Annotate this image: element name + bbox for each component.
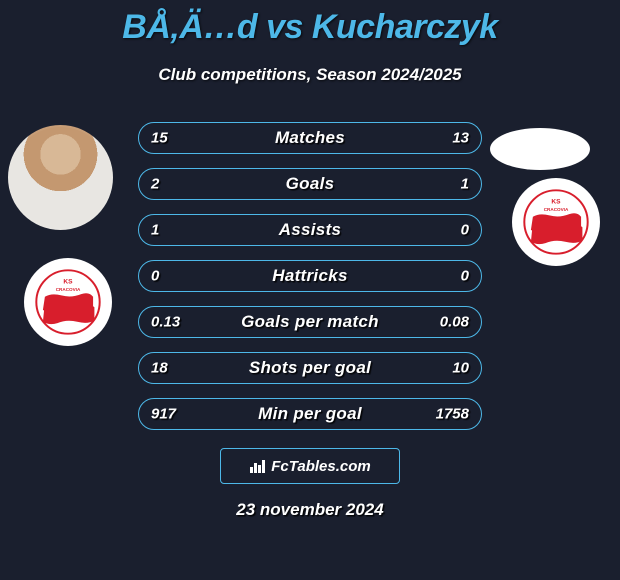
stat-right-value: 13	[452, 130, 469, 147]
stat-left-value: 1	[151, 222, 159, 239]
stat-label: Min per goal	[258, 404, 362, 424]
stat-label: Matches	[275, 128, 345, 148]
stat-right-value: 0	[461, 268, 469, 285]
stat-row-assists: 1 Assists 0	[138, 214, 482, 246]
stat-label: Assists	[279, 220, 342, 240]
stat-row-matches: 15 Matches 13	[138, 122, 482, 154]
stat-row-goals-per-match: 0.13 Goals per match 0.08	[138, 306, 482, 338]
player-right-avatar	[490, 128, 590, 170]
date-label: 23 november 2024	[0, 500, 620, 520]
stat-row-hattricks: 0 Hattricks 0	[138, 260, 482, 292]
stat-left-value: 0.13	[151, 314, 180, 331]
stat-right-value: 0.08	[440, 314, 469, 331]
club-badge-left: KS CRACOVIA	[24, 258, 112, 346]
stat-label: Shots per goal	[249, 358, 371, 378]
bar-chart-icon	[249, 458, 267, 474]
stat-label: Goals per match	[241, 312, 379, 332]
brand-text: FcTables.com	[271, 458, 370, 475]
stat-right-value: 1758	[436, 406, 469, 423]
stat-left-value: 0	[151, 268, 159, 285]
stat-left-value: 18	[151, 360, 168, 377]
player-left-avatar	[8, 125, 113, 230]
cracovia-badge-icon: KS CRACOVIA	[523, 189, 589, 255]
svg-text:KS: KS	[551, 199, 561, 206]
stat-label: Goals	[286, 174, 335, 194]
stat-row-goals: 2 Goals 1	[138, 168, 482, 200]
cracovia-badge-icon: KS CRACOVIA	[35, 269, 101, 335]
stats-panel: 15 Matches 13 2 Goals 1 1 Assists 0 0 Ha…	[138, 122, 482, 444]
club-badge-right: KS CRACOVIA	[512, 178, 600, 266]
stat-row-shots-per-goal: 18 Shots per goal 10	[138, 352, 482, 384]
page-title: BÅ‚Ä…d vs Kucharczyk	[0, 0, 620, 47]
stat-left-value: 917	[151, 406, 176, 423]
brand-badge: FcTables.com	[220, 448, 400, 484]
svg-text:CRACOVIA: CRACOVIA	[544, 207, 569, 212]
stat-right-value: 10	[452, 360, 469, 377]
stat-right-value: 1	[461, 176, 469, 193]
svg-text:KS: KS	[63, 279, 73, 286]
svg-text:CRACOVIA: CRACOVIA	[56, 287, 81, 292]
stat-row-min-per-goal: 917 Min per goal 1758	[138, 398, 482, 430]
stat-left-value: 2	[151, 176, 159, 193]
page-subtitle: Club competitions, Season 2024/2025	[0, 65, 620, 85]
stat-label: Hattricks	[272, 266, 347, 286]
stat-left-value: 15	[151, 130, 168, 147]
stat-right-value: 0	[461, 222, 469, 239]
